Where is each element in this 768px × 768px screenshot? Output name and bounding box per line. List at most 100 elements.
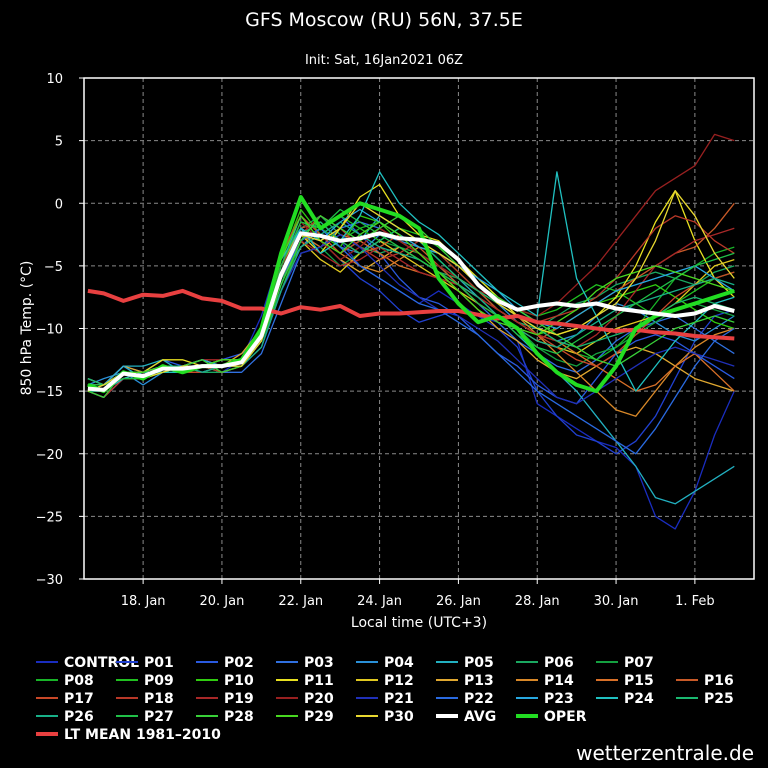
legend-label: P13 [464,673,494,689]
legend-item: P26 [36,709,94,725]
legend-label: P14 [544,673,574,689]
x-axis-label: Local time (UTC+3) [351,615,487,631]
legend-label: P04 [384,655,414,671]
series-line-p24 [87,171,735,392]
legend-label: P18 [144,691,174,707]
grid [84,78,754,579]
x-tick-label: 28. Jan [515,594,560,609]
series-line-p21 [87,233,735,405]
legend-label: P27 [144,709,174,725]
legend-item: P18 [116,691,174,707]
legend-item: P29 [276,709,334,725]
legend-label: P26 [64,709,94,725]
legend-item: P30 [356,709,414,725]
legend-item: P20 [276,691,334,707]
legend-item: AVG [436,709,496,725]
legend-item: P06 [516,655,574,671]
legend-label: P15 [624,673,654,689]
legend-item: P02 [196,655,254,671]
legend-item: P27 [116,709,174,725]
legend-label: P03 [304,655,334,671]
legend-item: P25 [676,691,734,707]
legend-item: P14 [516,673,574,689]
legend-item: P11 [276,673,334,689]
legend-item: CONTROL [36,655,139,671]
legend-label: CONTROL [64,655,139,671]
legend-label: P06 [544,655,574,671]
x-axis-ticks: 18. Jan 20. Jan 22. Jan 24. Jan 26. Jan 28. J… [121,579,715,609]
series-line-p05 [87,215,735,505]
legend-item: P08 [36,673,94,689]
series-line-p10 [87,208,735,392]
legend-label: P30 [384,709,414,725]
legend-item: P21 [356,691,414,707]
legend-label: P17 [64,691,94,707]
legend-label: OPER [544,709,587,725]
legend-item: P24 [596,691,654,707]
legend-item: P09 [116,673,174,689]
legend-item: P17 [36,691,94,707]
legend-item: P28 [196,709,254,725]
legend-item: P10 [196,673,254,689]
legend-label: P10 [224,673,254,689]
x-tick-label: 24. Jan [357,594,402,609]
y-tick-label: −25 [36,510,63,525]
legend-item: P12 [356,673,414,689]
legend-label: P21 [384,691,414,707]
y-tick-label: 10 [46,72,63,87]
legend-item: P07 [596,655,654,671]
y-tick-label: 5 [55,135,63,150]
legend-item: P13 [436,673,494,689]
legend-label: P19 [224,691,254,707]
legend-label: P02 [224,655,254,671]
chart-subtitle: Init: Sat, 16Jan2021 06Z [305,53,463,68]
series-lines [87,133,735,530]
legend-label: P12 [384,673,414,689]
legend-item: P23 [516,691,574,707]
x-tick-label: 1. Feb [675,594,715,609]
legend-item: P22 [436,691,494,707]
series-line-control [87,221,735,530]
brand-watermark: wetterzentrale.de [576,741,754,765]
legend-label: P05 [464,655,494,671]
series-line-lt-mean [87,288,735,341]
y-axis-ticks: 10 5 0 −5 −10 −15 −20 −25 −30 [36,72,84,588]
x-tick-label: 20. Jan [200,594,245,609]
series-line-p17 [87,215,735,386]
x-tick-label: 26. Jan [436,594,481,609]
legend-label: LT MEAN 1981–2010 [64,727,221,743]
legend-label: P22 [464,691,494,707]
series-line-p09 [87,215,735,386]
plot-frame [83,77,755,580]
legend-label: P07 [624,655,654,671]
legend-item: P19 [196,691,254,707]
series-line-oper [87,195,735,394]
legend-label: P23 [544,691,574,707]
legend: CONTROL P01 P02 P03 P04 P05 P06 P07 P08 P09 P10 P11… [36,655,734,743]
legend-item: P04 [356,655,414,671]
legend-label: P25 [704,691,734,707]
legend-label: P20 [304,691,334,707]
legend-item: P01 [116,655,174,671]
series-line-avg [87,231,735,392]
legend-label: P29 [304,709,334,725]
legend-label: P08 [64,673,94,689]
x-tick-label: 30. Jan [594,594,639,609]
legend-item: OPER [516,709,587,725]
legend-label: P28 [224,709,254,725]
chart-title: GFS Moscow (RU) 56N, 37.5E [245,9,523,31]
legend-label: P09 [144,673,174,689]
y-tick-label: −15 [36,385,63,400]
x-tick-label: 22. Jan [278,594,323,609]
y-tick-label: 0 [55,197,63,212]
x-tick-label: 18. Jan [121,594,166,609]
legend-label: P11 [304,673,334,689]
legend-item: LT MEAN 1981–2010 [36,727,221,743]
legend-item: P16 [676,673,734,689]
y-tick-label: −5 [44,260,63,275]
y-tick-label: −30 [36,573,63,588]
legend-label: P16 [704,673,734,689]
legend-item: P15 [596,673,654,689]
legend-label: P24 [624,691,654,707]
